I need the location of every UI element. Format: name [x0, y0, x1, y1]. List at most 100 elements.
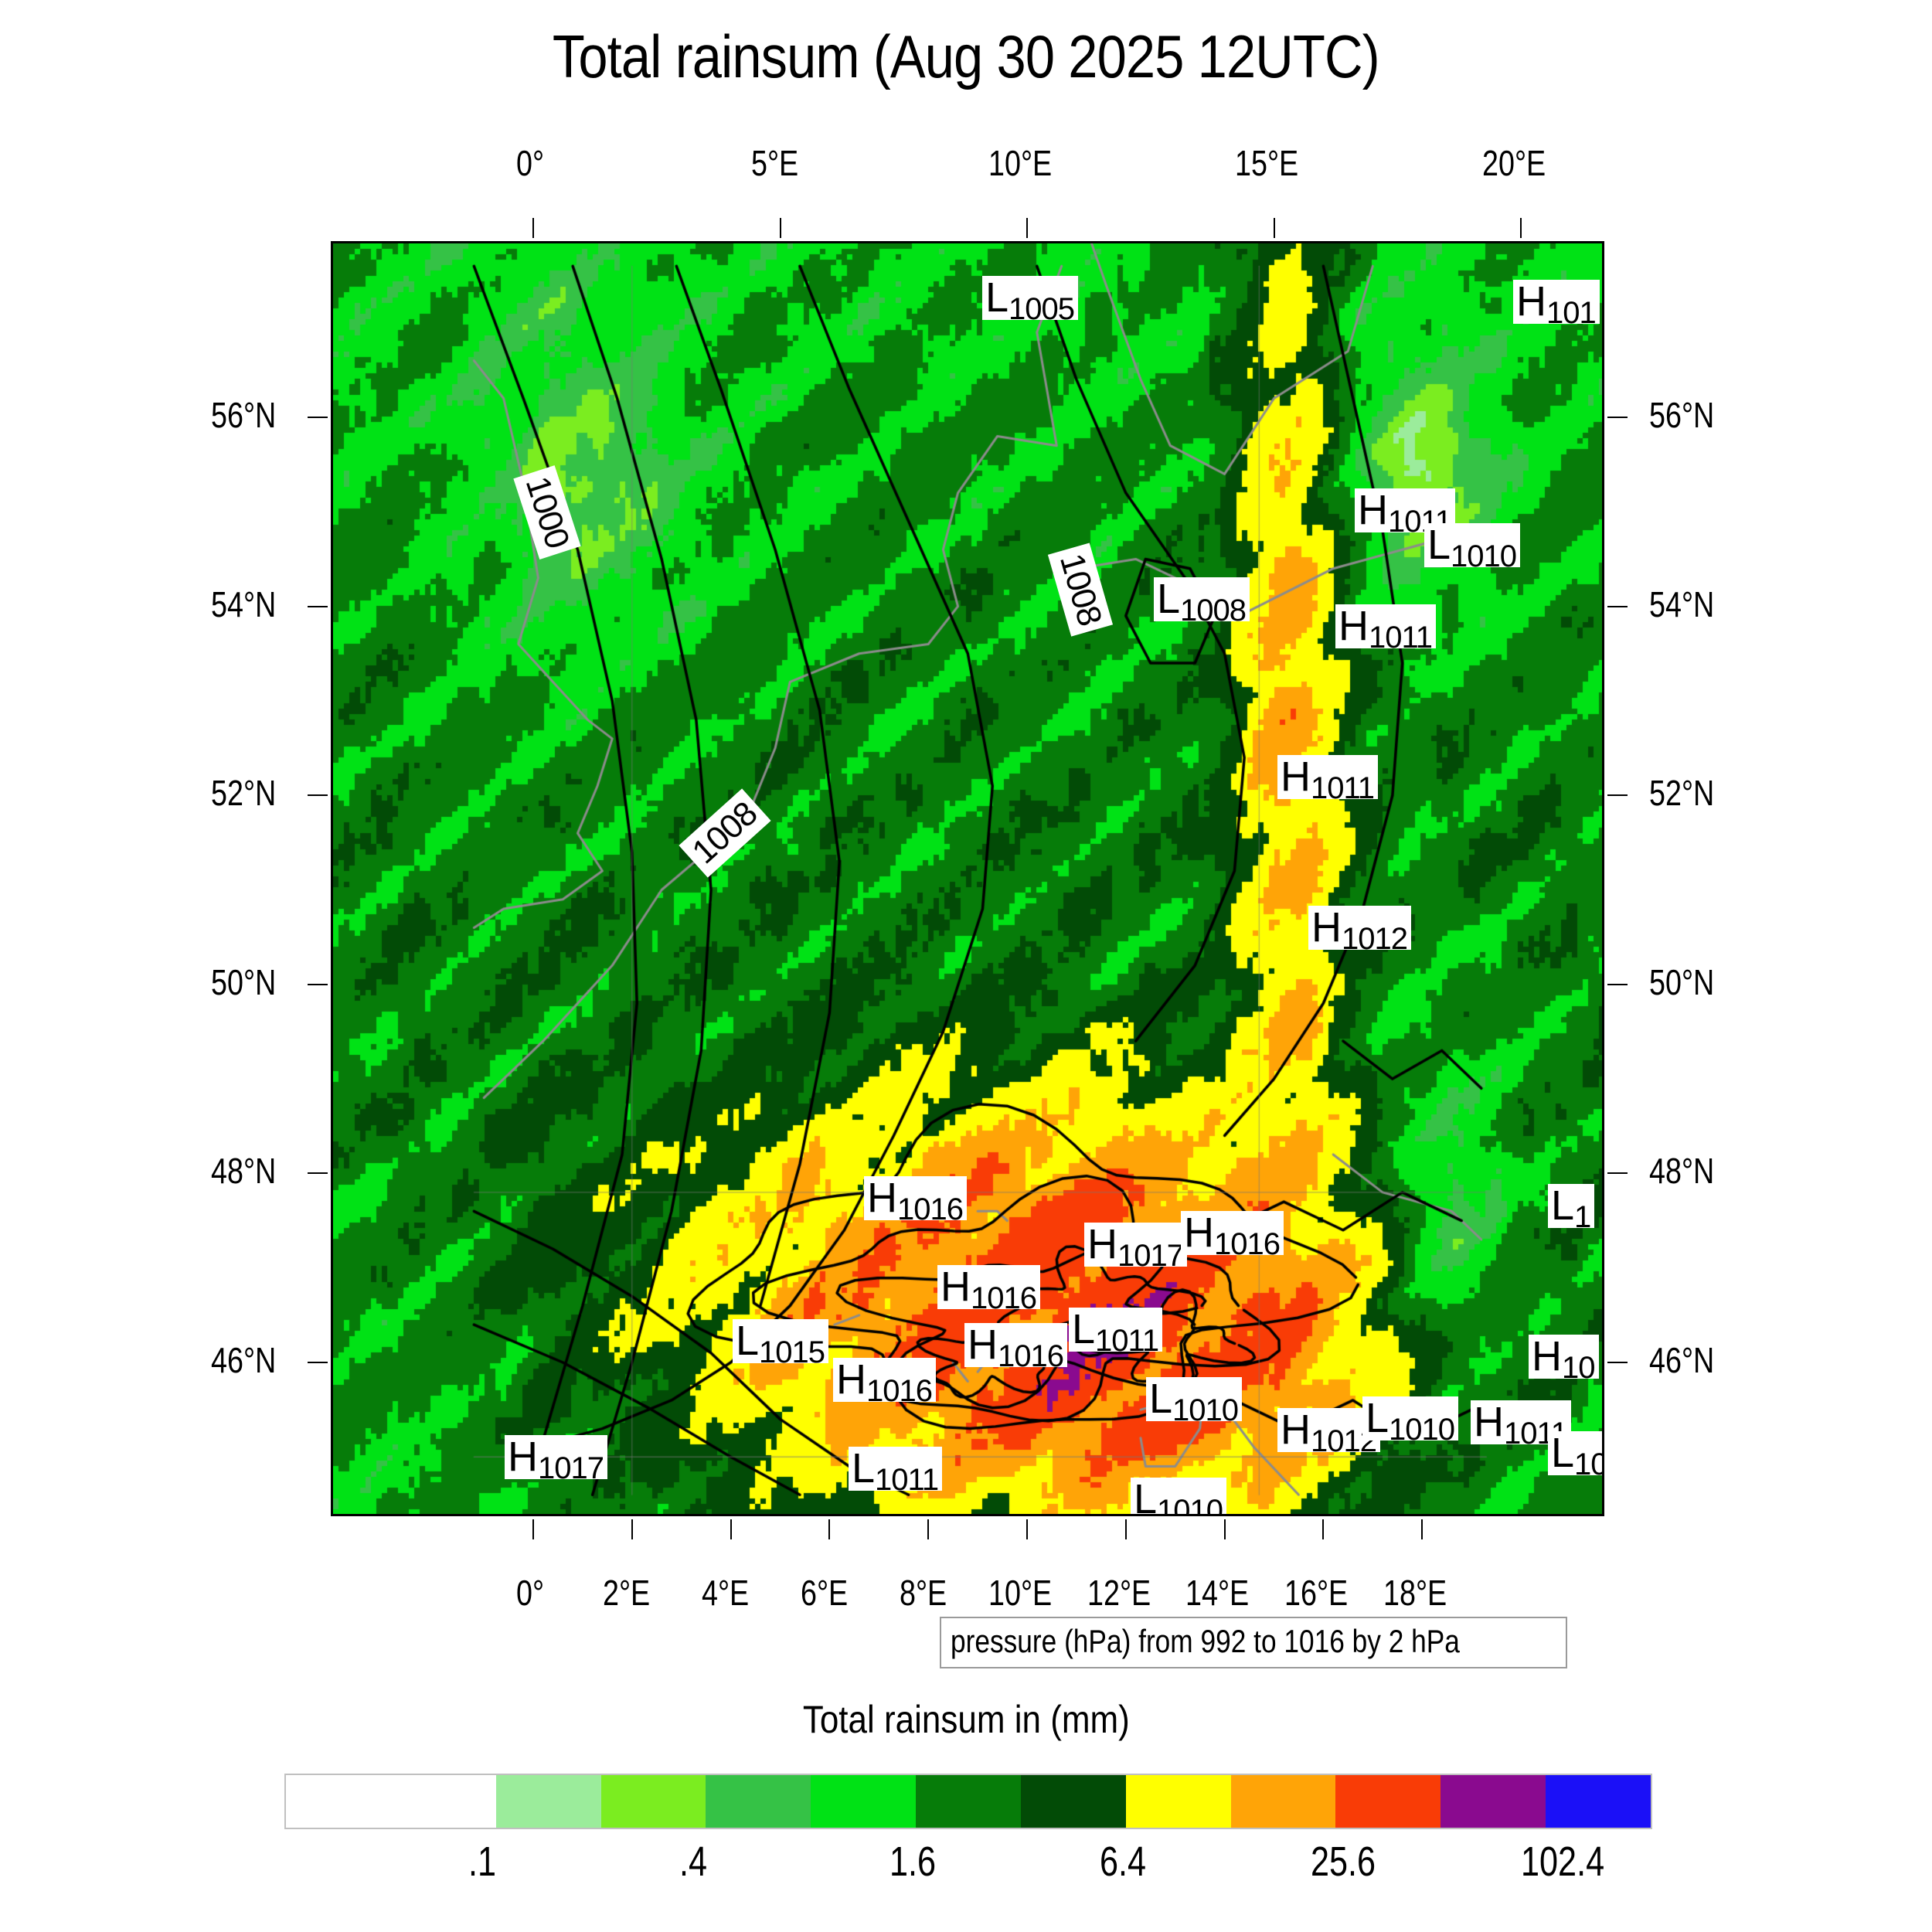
colorbar[interactable]: [284, 1774, 1652, 1829]
pressure-center-value: 1017: [1117, 1239, 1184, 1273]
pressure-center-value: 1016: [1214, 1227, 1281, 1261]
colorbar-segment-10: [1335, 1775, 1441, 1828]
bottom-axis-label-14°E: 14°E: [1185, 1573, 1250, 1613]
pressure-center-value: 10: [1562, 1351, 1595, 1385]
pressure-center-value: 1015: [759, 1335, 825, 1369]
top-axis-label-20°E: 20°E: [1481, 143, 1546, 183]
bottom-axis-label-10°E: 10°E: [988, 1573, 1053, 1613]
left-tick-52°N: [308, 794, 328, 797]
pressure-center-h-23: H1017: [505, 1434, 607, 1484]
pressure-center-l-15: L1011: [1069, 1306, 1163, 1356]
colorbar-segment-2: [495, 1775, 601, 1828]
pressure-center-type: L: [1149, 1376, 1173, 1422]
left-axis-label-50°N: 50°N: [211, 961, 277, 1002]
colorbar-segment-6: [916, 1775, 1021, 1828]
pressure-center-type: L: [1072, 1306, 1096, 1352]
pressure-center-type: L: [852, 1445, 876, 1492]
right-axis-label-50°N: 50°N: [1649, 961, 1715, 1002]
colorbar-segment-8: [1125, 1775, 1231, 1828]
pressure-center-value: 1010: [1172, 1393, 1239, 1427]
pressure-center-type: L: [1427, 522, 1451, 568]
top-axis-label-5°E: 5°E: [751, 143, 799, 183]
left-tick-50°N: [308, 983, 328, 985]
pressure-center-value: 101: [1546, 296, 1597, 330]
pressure-center-value: 1010: [1389, 1413, 1455, 1447]
pressure-center-value: 1016: [897, 1192, 964, 1226]
pressure-center-l-3: L1010: [1424, 522, 1521, 572]
colorbar-title-text: Total rainsum in (mm): [802, 1698, 1130, 1741]
right-axis-label-46°N: 46°N: [1649, 1340, 1715, 1380]
pressure-center-h-7: H1012: [1308, 904, 1411, 954]
colorbar-tick-6.4: 6.4: [1100, 1838, 1147, 1885]
bottom-axis-label-8°E: 8°E: [899, 1573, 947, 1613]
pressure-center-type: H: [968, 1321, 998, 1368]
pressure-center-type: L: [1134, 1476, 1158, 1516]
pressure-center-type: H: [1516, 278, 1546, 325]
page-title: Total rainsum (Aug 30 2025 12UTC): [0, 22, 1932, 92]
pressure-center-type: H: [1311, 904, 1342, 951]
pressure-center-type: H: [1338, 603, 1369, 649]
bottom-axis-label-0°: 0°: [516, 1573, 545, 1613]
pressure-center-h-17: H1016: [833, 1358, 936, 1406]
bottom-tick-10°E: [1026, 1519, 1028, 1539]
left-axis-label-54°N: 54°N: [211, 583, 277, 624]
top-tick-20°E: [1520, 218, 1522, 238]
right-axis-label-52°N: 52°N: [1649, 773, 1715, 814]
bottom-tick-18°E: [1421, 1519, 1423, 1539]
colorbar-segment-9: [1230, 1775, 1336, 1828]
left-axis-label-52°N: 52°N: [211, 773, 277, 814]
bottom-axis-label-6°E: 6°E: [801, 1573, 849, 1613]
bottom-tick-12°E: [1124, 1519, 1127, 1539]
pressure-center-value: 1011: [1369, 621, 1433, 655]
colorbar-tick-102.4: 102.4: [1520, 1838, 1604, 1885]
pressure-center-value: 1010: [1451, 539, 1517, 573]
right-axis-label-56°N: 56°N: [1649, 395, 1715, 435]
left-axis-label-48°N: 48°N: [211, 1151, 277, 1192]
pressure-center-type: H: [508, 1434, 538, 1480]
pressure-center-value: 1011: [1311, 771, 1375, 805]
pressure-center-h-5: H1011: [1335, 603, 1437, 653]
pressure-center-type: H: [1184, 1209, 1214, 1256]
map-plot-area[interactable]: L1005 H101 H1011 L1010 L1008 H1011 H1011 H1012 L…: [331, 241, 1604, 1516]
pressure-center-value: 1016: [971, 1281, 1037, 1315]
bottom-tick-0°: [532, 1519, 534, 1539]
pressure-center-l-4: L1008: [1154, 577, 1250, 626]
bottom-axis-label-16°E: 16°E: [1284, 1573, 1349, 1613]
pressure-center-type: L: [1551, 1182, 1575, 1229]
pressure-center-value: 1012: [1342, 922, 1408, 956]
colorbar-tick-.4: .4: [679, 1838, 707, 1885]
top-tick-15°E: [1273, 218, 1275, 238]
colorbar-segment-1: [390, 1775, 496, 1828]
right-axis-label-54°N: 54°N: [1649, 583, 1715, 624]
pressure-center-type: H: [1474, 1399, 1504, 1445]
pressure-center-value: 1016: [998, 1339, 1064, 1373]
colorbar-tick-.1: .1: [468, 1838, 497, 1885]
right-tick-46°N: [1607, 1362, 1628, 1363]
pressure-center-type: H: [867, 1175, 897, 1221]
pressure-center-type: H: [1087, 1221, 1117, 1267]
right-axis-label-48°N: 48°N: [1649, 1151, 1715, 1192]
pressure-center-value: 1011: [1095, 1324, 1159, 1358]
pressure-center-type: H: [1281, 753, 1311, 800]
pressure-center-h-11: H1016: [1181, 1209, 1284, 1260]
top-axis-label-10°E: 10°E: [988, 143, 1053, 183]
bottom-tick-14°E: [1223, 1519, 1226, 1539]
pressure-center-h-9: H1016: [864, 1175, 967, 1225]
bottom-axis-label-2°E: 2°E: [603, 1573, 651, 1613]
pressure-center-value: 1005: [1009, 292, 1075, 326]
pressure-center-type: H: [940, 1264, 971, 1310]
pressure-center-l-24: L1011: [849, 1445, 943, 1495]
pressure-center-l-18: L1010: [1146, 1376, 1243, 1426]
right-tick-52°N: [1607, 794, 1628, 797]
pressure-center-type: L: [1366, 1395, 1389, 1441]
bottom-axis-label-4°E: 4°E: [702, 1573, 750, 1613]
colorbar-segment-12: [1546, 1775, 1651, 1828]
pressure-contour-note-text: pressure (hPa) from 992 to 1016 by 2 hPa: [951, 1623, 1460, 1659]
bottom-tick-2°E: [631, 1519, 633, 1539]
pressure-contour-note: pressure (hPa) from 992 to 1016 by 2 hPa: [940, 1617, 1568, 1668]
bottom-tick-16°E: [1322, 1519, 1325, 1539]
colorbar-tick-labels: .1 .4 1.6 6.4 25.6 102.4: [284, 1838, 1652, 1907]
pressure-center-l-8: L1: [1548, 1182, 1595, 1233]
pressure-center-type: L: [1551, 1430, 1575, 1476]
pressure-center-value: 1011: [875, 1463, 939, 1497]
